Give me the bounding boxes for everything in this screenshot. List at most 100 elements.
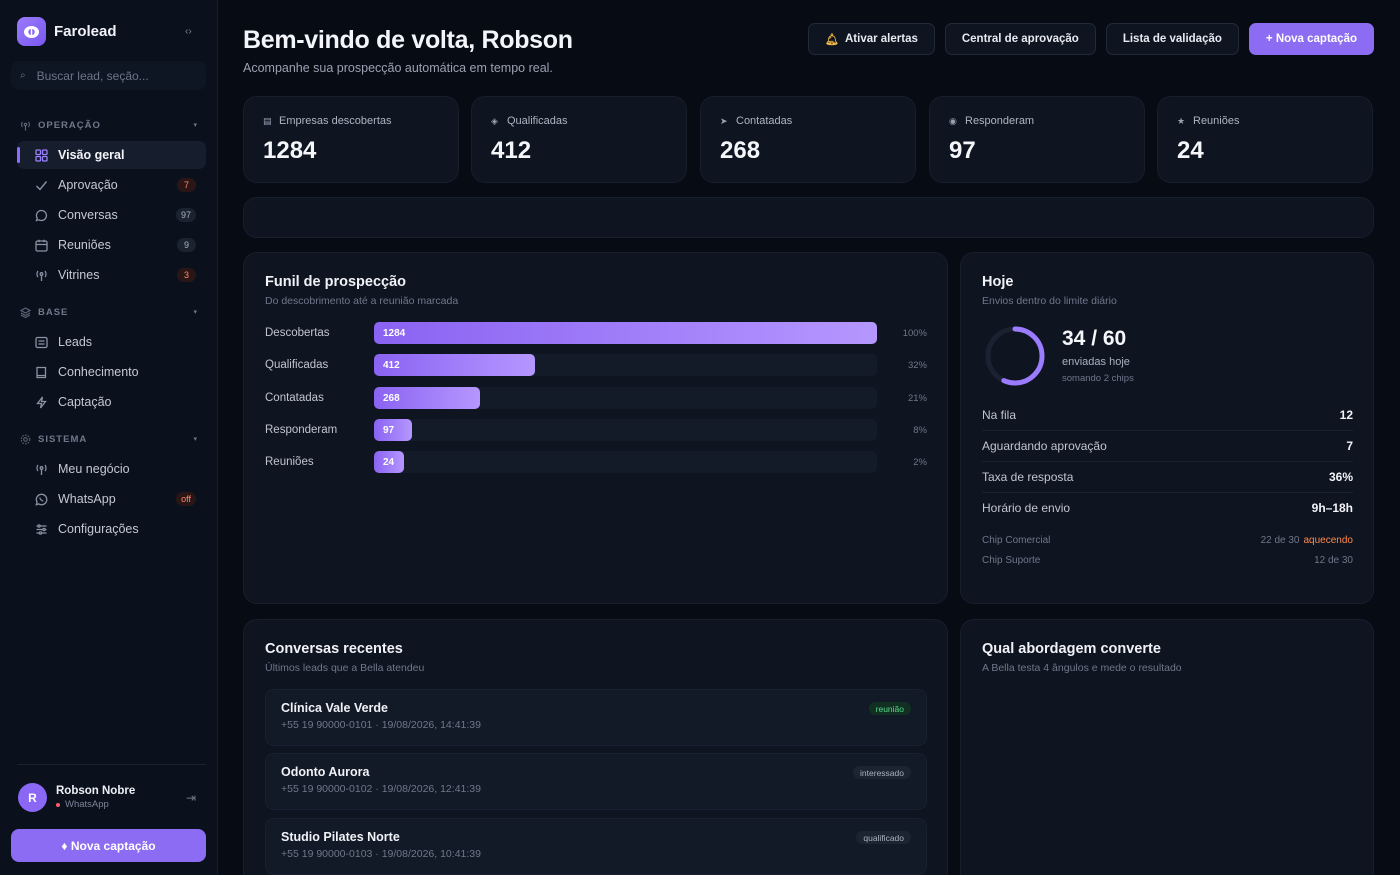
sidebar-item-reunioes[interactable]: Reuniões 9 xyxy=(17,231,206,259)
page-subtitle: Acompanhe sua prospecção automática em t… xyxy=(243,61,553,75)
funnel-percent: 2% xyxy=(913,456,927,468)
validation-list-button[interactable]: Lista de validação xyxy=(1105,23,1239,55)
funnel-row: Descobertas 1284 100% xyxy=(265,322,927,344)
card-title: Hoje xyxy=(982,274,1014,290)
sidebar-item-whatsapp[interactable]: WhatsApp off xyxy=(17,485,206,513)
funnel-percent: 21% xyxy=(907,392,927,404)
section-sistema[interactable]: SISTEMA ▾ xyxy=(19,433,197,445)
count-badge: 9 xyxy=(177,238,196,252)
stat-row-taxa: Taxa de resposta 36% xyxy=(982,462,1353,493)
stat-row-horario: Horário de envio 9h–18h xyxy=(982,492,1353,523)
conversation-name: Studio Pilates Norte xyxy=(281,830,400,844)
conversation-item[interactable]: Clínica Vale Verde +55 19 90000-0101 · 1… xyxy=(265,689,927,746)
book-icon xyxy=(34,365,48,379)
card-title: Conversas recentes xyxy=(265,641,403,657)
count-badge: 97 xyxy=(175,208,196,222)
new-capture-sidebar-button[interactable]: ♦ Nova captação xyxy=(11,829,206,862)
search-box[interactable]: ⌕ Buscar lead, seção... xyxy=(11,61,206,90)
chip-row-suporte: Chip Suporte 12 de 30 xyxy=(982,555,1353,566)
sidebar-item-label: Meu negócio xyxy=(58,462,130,476)
sidebar-item-label: Conhecimento xyxy=(58,365,139,379)
sidebar-item-visao-geral[interactable]: Visão geral xyxy=(17,141,206,169)
sidebar-item-aprovacao[interactable]: Aprovação 7 xyxy=(17,171,206,199)
approval-center-button[interactable]: Central de aprovação xyxy=(944,23,1096,55)
stat-label: Taxa de resposta xyxy=(982,470,1074,484)
funnel-label: Responderam xyxy=(265,424,338,436)
search-input[interactable]: Buscar lead, seção... xyxy=(36,68,149,83)
stat-label: Aguardando aprovação xyxy=(982,439,1107,453)
chat-icon xyxy=(34,208,48,222)
star-icon: ★ xyxy=(1177,115,1186,126)
funnel-bar: 412 xyxy=(374,354,535,376)
send-progress-ring xyxy=(982,323,1048,394)
kpi-card-contatadas: ➤ Contatadas 268 xyxy=(700,96,916,183)
sidebar-item-conhecimento[interactable]: Conhecimento xyxy=(17,358,206,386)
count-badge: 3 xyxy=(177,268,196,282)
funnel-row: Responderam 97 8% xyxy=(265,419,927,441)
conversation-meta: +55 19 90000-0101 · 19/08/2026, 14:41:39 xyxy=(281,719,481,731)
funnel-percent: 32% xyxy=(907,359,927,371)
conversation-name: Clínica Vale Verde xyxy=(281,701,389,715)
stat-label: Horário de envio xyxy=(982,500,1071,515)
empty-banner xyxy=(243,197,1374,238)
status-badge: off xyxy=(176,492,196,506)
activate-alerts-button[interactable]: 🔔︎ Ativar alertas xyxy=(808,23,935,55)
section-base[interactable]: BASE ▾ xyxy=(19,306,197,318)
bolt-icon xyxy=(34,395,48,409)
conversation-item[interactable]: Studio Pilates Norte +55 19 90000-0103 ·… xyxy=(265,818,927,875)
button-label: Ativar alertas xyxy=(844,33,918,45)
user-info: Robson Nobre WhatsApp xyxy=(56,785,135,810)
sidebar-item-vitrines[interactable]: Vitrines 3 xyxy=(17,261,206,289)
chevron-down-icon: ▾ xyxy=(193,309,197,316)
funnel-row: Reuniões 24 2% xyxy=(265,451,927,473)
funnel-bar: 1284 xyxy=(374,322,877,344)
kpi-value: 24 xyxy=(1177,137,1204,164)
search-icon: ⌕ xyxy=(20,70,26,81)
conversation-item[interactable]: Odonto Aurora +55 19 90000-0102 · 19/08/… xyxy=(265,753,927,810)
status-badge: qualificado xyxy=(856,831,911,844)
sidebar-item-configuracoes[interactable]: Configurações xyxy=(17,515,206,543)
broadcast-icon xyxy=(19,119,31,131)
building-icon: ▤ xyxy=(263,115,272,126)
user-name: Robson Nobre xyxy=(56,785,136,797)
layers-icon xyxy=(19,306,31,318)
stat-value: 36% xyxy=(1328,470,1353,484)
logout-icon[interactable]: ⇥ xyxy=(185,790,196,805)
funnel-label: Reuniões xyxy=(265,456,314,468)
section-operacao[interactable]: OPERAÇÃO ▾ xyxy=(19,119,197,131)
sidebar-item-label: Leads xyxy=(58,335,93,349)
collapse-sidebar-icon[interactable]: ‹› xyxy=(185,26,192,37)
divider xyxy=(17,764,206,765)
kpi-label: Responderam xyxy=(965,115,1035,127)
funnel-track: 97 xyxy=(374,419,877,441)
user-profile[interactable]: R Robson Nobre WhatsApp ⇥ xyxy=(18,783,196,812)
stat-value: 7 xyxy=(1346,439,1353,453)
card-subtitle: Envios dentro do limite diário xyxy=(982,295,1117,307)
sidebar-item-captacao[interactable]: Captação xyxy=(17,388,206,416)
brand[interactable]: Farolead xyxy=(17,17,117,46)
count-badge: 7 xyxy=(177,178,196,192)
kpi-label: Contatadas xyxy=(736,115,793,127)
sidebar-item-conversas[interactable]: Conversas 97 xyxy=(17,201,206,229)
stat-value: 12 xyxy=(1339,408,1353,422)
sidebar-item-leads[interactable]: Leads xyxy=(17,328,206,356)
new-capture-button[interactable]: + Nova captação xyxy=(1248,23,1374,55)
sidebar-item-label: Aprovação xyxy=(58,178,118,192)
card-title: Qual abordagem converte xyxy=(982,641,1161,657)
stat-row-aguardando: Aguardando aprovação 7 xyxy=(982,431,1353,462)
funnel-percent: 8% xyxy=(913,424,927,436)
kpi-value: 1284 xyxy=(263,137,317,164)
sent-label: enviadas hoje xyxy=(1062,356,1130,368)
funnel-row: Contatadas 268 21% xyxy=(265,387,927,409)
diamond-icon: ◈ xyxy=(491,115,498,126)
chip-row-comercial: Chip Comercial 22 de 30 aquecendo xyxy=(982,535,1353,546)
avatar: R xyxy=(18,783,47,812)
sidebar-item-meu-negocio[interactable]: Meu negócio xyxy=(17,455,206,483)
funnel-label: Qualificadas xyxy=(265,359,329,371)
chip-label: Chip Suporte xyxy=(982,555,1041,566)
whatsapp-icon xyxy=(34,492,48,506)
sidebar-item-label: Visão geral xyxy=(58,148,125,162)
kpi-card-descobertas: ▤ Empresas descobertas 1284 xyxy=(243,96,459,183)
chips-note: somando 2 chips xyxy=(1062,373,1134,384)
card-title: Funil de prospecção xyxy=(265,274,406,290)
